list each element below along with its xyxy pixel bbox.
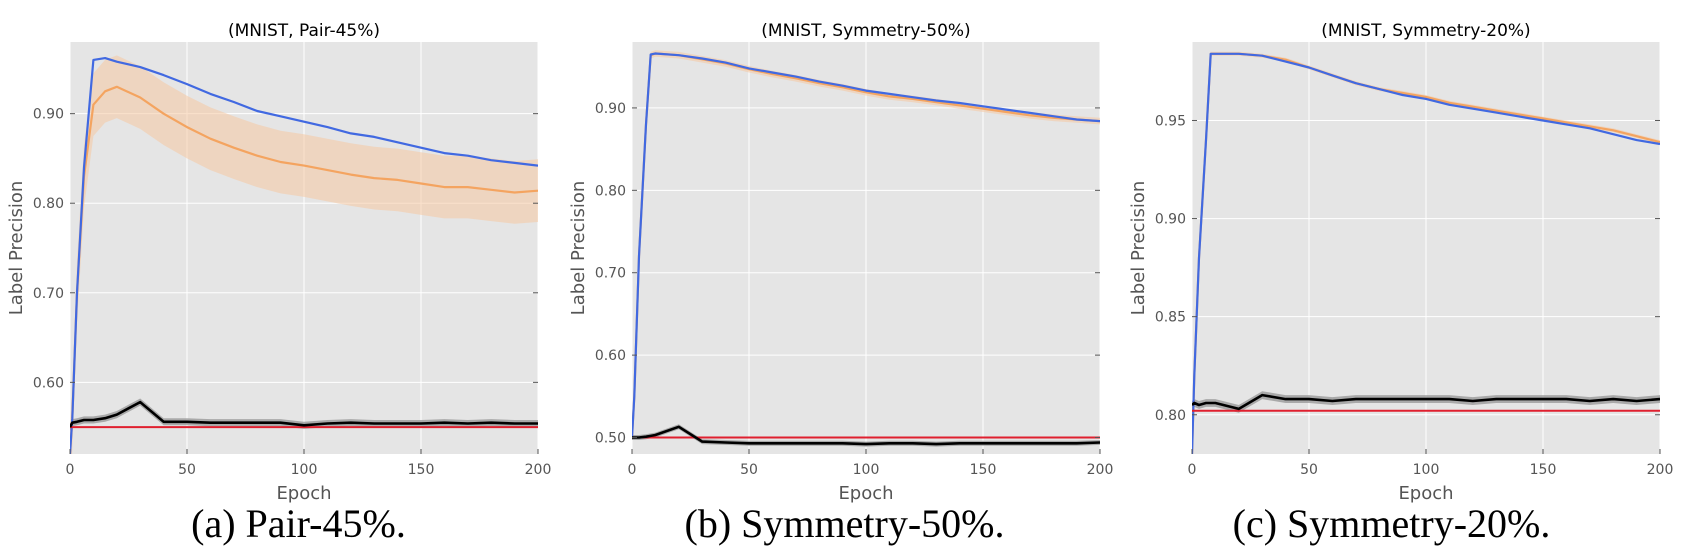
caption-c: (c) Symmetry-20%.: [1232, 501, 1551, 546]
series-line-black: [632, 425, 1100, 446]
y-tick-label: 0.70: [595, 266, 626, 282]
series-line-blue: [70, 57, 538, 454]
series-line-orange: [70, 85, 538, 454]
y-tick-label: 0.90: [595, 101, 626, 117]
x-tick-label: 50: [178, 462, 196, 478]
series-line-blue: [1192, 52, 1660, 454]
x-tick-label: 150: [408, 462, 435, 478]
y-tick-label: 0.90: [33, 107, 64, 123]
x-tick-label: 150: [1530, 462, 1557, 478]
x-axis-label: Epoch: [1398, 483, 1453, 504]
y-tick-label: 0.85: [1155, 310, 1186, 326]
series-line-blue: [632, 52, 1100, 438]
y-tick-label: 0.60: [33, 375, 64, 391]
y-axis-label: Label Precision: [1128, 181, 1149, 316]
chart-panel-b: 0 50 100 150 200 0.50 0.60 0.70 0.80 0.90 (MNIST, …: [568, 21, 1113, 504]
series-group: [632, 50, 1100, 447]
chart-title: (MNIST, Pair-45%): [228, 21, 380, 41]
x-tick-label: 0: [628, 462, 637, 478]
y-axis-label: Label Precision: [568, 181, 589, 316]
x-tick-label: 50: [740, 462, 758, 478]
chart-title: (MNIST, Symmetry-20%): [1321, 21, 1530, 41]
y-tick-label: 0.80: [595, 183, 626, 199]
series-group: [70, 55, 538, 454]
series-band-orange: [70, 55, 538, 454]
x-tick-label: 100: [1413, 462, 1440, 478]
chart-title: (MNIST, Symmetry-50%): [761, 21, 970, 41]
y-tick-label: 0.70: [33, 286, 64, 302]
series-band-black: [632, 424, 1100, 447]
x-tick-label: 150: [970, 462, 997, 478]
x-axis-label: Epoch: [276, 483, 331, 504]
y-tick-label: 0.80: [1155, 408, 1186, 424]
x-tick-label: 0: [1188, 462, 1197, 478]
y-tick-label: 0.50: [595, 431, 626, 447]
series-line-black: [70, 400, 538, 428]
series-line-black: [1192, 393, 1660, 411]
x-tick-label: 100: [291, 462, 318, 478]
series-band-black: [1192, 391, 1660, 413]
x-tick-label: 200: [525, 462, 552, 478]
y-axis-label: Label Precision: [6, 181, 27, 316]
x-tick-label: 200: [1087, 462, 1114, 478]
caption-b: (b) Symmetry-50%.: [684, 501, 1005, 546]
y-tick-label: 0.80: [33, 196, 64, 212]
y-tick-label: 0.90: [1155, 212, 1186, 228]
y-tick-label: 0.60: [595, 348, 626, 364]
series-group: [1192, 51, 1660, 454]
x-tick-label: 200: [1647, 462, 1674, 478]
x-axis-label: Epoch: [838, 483, 893, 504]
x-tick-label: 0: [66, 462, 75, 478]
chart-panel-c: 0 50 100 150 200 0.80 0.85 0.90 0.95 (MNIST, Symm…: [1128, 21, 1673, 504]
y-tick-label: 0.95: [1155, 113, 1186, 129]
x-tick-label: 100: [853, 462, 880, 478]
x-tick-label: 50: [1300, 462, 1318, 478]
chart-panel-a: 0 50 100 150 200 0.60 0.70 0.80 0.90 (MNIST, Pair…: [6, 21, 551, 504]
caption-a: (a) Pair-45%.: [191, 501, 406, 546]
